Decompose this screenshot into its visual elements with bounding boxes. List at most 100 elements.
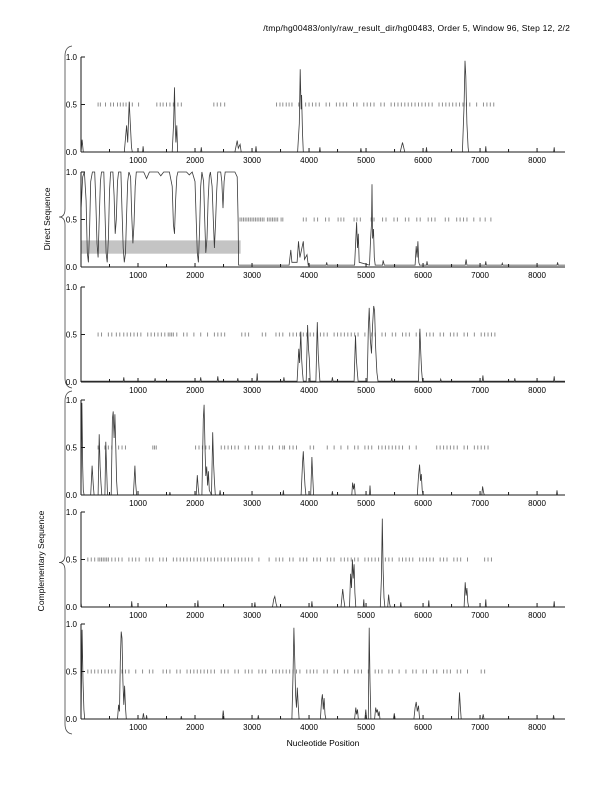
axis-tick-labels: 0.0 0.5 1.0 1000 2000 3000 4000 5000 6000 7000 800… xyxy=(66,283,547,395)
x-tick-label: 5000 xyxy=(357,499,375,508)
y-tick-label: 0.0 xyxy=(66,603,78,612)
x-tick-label: 3000 xyxy=(243,499,261,508)
x-tick-label: 2000 xyxy=(186,499,204,508)
panel-direct-window-3: 0.0 0.5 1.0 1000 2000 3000 4000 5000 6000 7000 800… xyxy=(66,283,565,395)
x-tick-label: 7000 xyxy=(471,499,489,508)
x-tick-label: 4000 xyxy=(300,723,318,732)
x-tick-label: 7000 xyxy=(471,611,489,620)
x-tick-label: 1000 xyxy=(129,499,147,508)
y-tick-label: 1.0 xyxy=(66,396,78,405)
x-tick-label: 8000 xyxy=(528,611,546,620)
panel-complementary-window-2: 0.0 0.5 1.0 1000 2000 3000 4000 5000 6000 7000 800… xyxy=(66,508,565,620)
x-tick-label: 2000 xyxy=(186,611,204,620)
position-ruler-ticks xyxy=(87,669,486,674)
x-tick-label: 3000 xyxy=(243,156,261,165)
x-tick-label: 7000 xyxy=(471,723,489,732)
panel-axes xyxy=(80,623,565,720)
x-tick-label: 2000 xyxy=(186,386,204,395)
x-tick-label: 8000 xyxy=(528,156,546,165)
y-tick-label: 0.5 xyxy=(66,556,78,565)
x-tick-label: 2000 xyxy=(186,723,204,732)
x-tick-label: 6000 xyxy=(414,723,432,732)
direct-sequence-brace xyxy=(58,45,73,389)
x-tick-label: 5000 xyxy=(357,156,375,165)
x-tick-label: 1000 xyxy=(129,723,147,732)
panel-direct-window-1: 0.0 0.5 1.0 1000 2000 3000 4000 5000 6000 7000 800… xyxy=(66,53,565,165)
series-line xyxy=(80,627,565,720)
series-line xyxy=(80,402,565,496)
x-tick-label: 3000 xyxy=(243,386,261,395)
axis-tick-labels: 0.0 0.5 1.0 1000 2000 3000 4000 5000 6000 7000 800… xyxy=(66,620,547,732)
y-tick-label: 0.5 xyxy=(66,101,78,110)
x-tick-label: 8000 xyxy=(528,271,546,280)
x-tick-label: 6000 xyxy=(414,499,432,508)
x-tick-label: 6000 xyxy=(414,156,432,165)
y-tick-label: 0.0 xyxy=(66,378,78,387)
x-tick-label: 7000 xyxy=(471,271,489,280)
highlight-band xyxy=(81,240,241,254)
x-tick-label: 3000 xyxy=(243,723,261,732)
series-line xyxy=(80,60,565,153)
y-tick-label: 0.0 xyxy=(66,491,78,500)
y-tick-label: 1.0 xyxy=(66,283,78,292)
x-tick-label: 2000 xyxy=(186,156,204,165)
x-tick-label: 5000 xyxy=(357,723,375,732)
y-tick-label: 0.0 xyxy=(66,715,78,724)
x-tick-label: 1000 xyxy=(129,156,147,165)
series-line xyxy=(81,305,565,382)
y-tick-label: 1.0 xyxy=(66,168,78,177)
y-tick-label: 0.5 xyxy=(66,331,78,340)
x-axis-title: Nucleotide Position xyxy=(286,738,360,748)
x-tick-label: 4000 xyxy=(300,386,318,395)
panel-axes xyxy=(80,511,565,608)
position-ruler-ticks xyxy=(87,557,492,562)
x-tick-label: 4000 xyxy=(300,271,318,280)
y-tick-label: 0.5 xyxy=(66,216,78,225)
panel-axes xyxy=(80,286,565,383)
x-tick-label: 6000 xyxy=(414,271,432,280)
x-tick-label: 1000 xyxy=(129,271,147,280)
panel-complementary-window-1: 0.0 0.5 1.0 1000 2000 3000 4000 5000 6000 7000 800… xyxy=(66,396,565,508)
x-tick-label: 6000 xyxy=(414,386,432,395)
y-tick-label: 0.5 xyxy=(66,444,78,453)
panel-direct-window-2: 0.0 0.5 1.0 1000 2000 3000 4000 5000 6000 7000 800… xyxy=(66,168,565,280)
x-tick-label: 3000 xyxy=(243,271,261,280)
x-tick-label: 3000 xyxy=(243,611,261,620)
axis-tick-labels: 0.0 0.5 1.0 1000 2000 3000 4000 5000 6000 7000 800… xyxy=(66,508,547,620)
y-tick-label: 1.0 xyxy=(66,620,78,629)
x-tick-label: 1000 xyxy=(129,386,147,395)
y-tick-label: 1.0 xyxy=(66,508,78,517)
y-tick-label: 0.0 xyxy=(66,263,78,272)
x-tick-label: 5000 xyxy=(357,271,375,280)
x-tick-label: 4000 xyxy=(300,499,318,508)
x-tick-label: 8000 xyxy=(528,386,546,395)
panel-axes xyxy=(80,399,565,496)
panel-axes xyxy=(80,171,565,268)
series-line xyxy=(80,518,565,608)
x-tick-label: 4000 xyxy=(300,156,318,165)
x-tick-label: 1000 xyxy=(129,611,147,620)
x-tick-label: 7000 xyxy=(471,156,489,165)
group-label-complementary-sequence: Complementary Sequence xyxy=(36,510,46,612)
panel-complementary-window-3: 0.0 0.5 1.0 1000 2000 3000 4000 5000 6000 7000 800… xyxy=(66,620,565,732)
axis-tick-labels: 0.0 0.5 1.0 1000 2000 3000 4000 5000 6000 7000 800… xyxy=(66,168,547,280)
chart-title: /tmp/hg00483/only/raw_result_dir/hg00483… xyxy=(263,23,570,33)
x-tick-label: 8000 xyxy=(528,723,546,732)
x-tick-label: 7000 xyxy=(471,386,489,395)
panel-axes xyxy=(80,56,565,153)
x-tick-label: 4000 xyxy=(300,611,318,620)
group-label-direct-sequence: Direct Sequence xyxy=(42,187,52,251)
axis-tick-labels: 0.0 0.5 1.0 1000 2000 3000 4000 5000 6000 7000 800… xyxy=(66,53,547,165)
axis-tick-labels: 0.0 0.5 1.0 1000 2000 3000 4000 5000 6000 7000 800… xyxy=(66,396,547,508)
y-tick-label: 1.0 xyxy=(66,53,78,62)
x-tick-label: 2000 xyxy=(186,271,204,280)
complementary-sequence-brace xyxy=(58,390,73,735)
y-tick-label: 0.0 xyxy=(66,148,78,157)
position-ruler-ticks xyxy=(97,445,489,450)
position-ruler-ticks xyxy=(97,332,496,337)
position-ruler-ticks xyxy=(97,102,495,107)
x-tick-label: 5000 xyxy=(357,611,375,620)
series-line xyxy=(80,171,565,266)
